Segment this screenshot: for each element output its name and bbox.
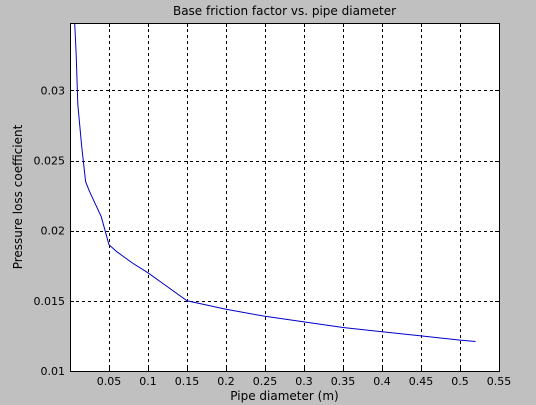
- axes-frame: [70, 23, 500, 372]
- x-tick-label: 0.45: [409, 375, 434, 388]
- plot-area: [70, 23, 499, 371]
- y-tick-label: 0.025: [34, 155, 66, 168]
- x-tick-label: 0.25: [253, 375, 278, 388]
- x-axis-title: Pipe diameter (m): [230, 389, 338, 403]
- x-tick-label: 0.2: [217, 375, 235, 388]
- x-tick-label: 0.3: [295, 375, 313, 388]
- grid-lines: [70, 23, 499, 371]
- x-tick-label: 0.15: [175, 375, 200, 388]
- y-tick-label: 0.02: [41, 225, 66, 238]
- x-tick-label: 0.4: [373, 375, 391, 388]
- series-layer: [74, 22, 476, 342]
- y-tick-label: 0.01: [41, 365, 66, 378]
- x-tick-label: 0.05: [97, 375, 122, 388]
- tick-marks: [70, 23, 500, 372]
- series-line: [74, 22, 476, 342]
- chart-title: Base friction factor vs. pipe diameter: [173, 4, 396, 18]
- tick-labels: 0.05 0.1 0.15 0.2 0.25 0.3 0.35 0.4 0.45 0.5 0.55 0…: [34, 84, 512, 388]
- y-tick-label: 0.015: [34, 295, 66, 308]
- y-tick-label: 0.03: [41, 84, 66, 97]
- x-tick-label: 0.55: [487, 375, 512, 388]
- y-axis-title: Pressure loss coefficient: [11, 124, 25, 269]
- x-tick-label: 0.35: [331, 375, 356, 388]
- x-tick-label: 0.1: [139, 375, 157, 388]
- x-tick-label: 0.5: [451, 375, 469, 388]
